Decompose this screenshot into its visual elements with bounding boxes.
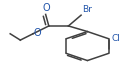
Text: Br: Br — [82, 5, 92, 14]
Text: Cl: Cl — [112, 34, 121, 43]
Text: O: O — [42, 3, 50, 13]
Text: O: O — [34, 28, 41, 38]
